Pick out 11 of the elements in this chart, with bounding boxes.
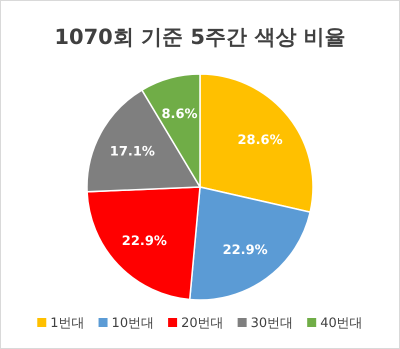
data-label: 17.1% — [110, 144, 155, 160]
data-label: 22.9% — [222, 243, 268, 258]
legend-label: 30번대 — [250, 316, 294, 331]
data-label: 28.6% — [238, 133, 283, 148]
data-label: 22.9% — [122, 234, 167, 249]
data-label: 8.6% — [161, 106, 198, 122]
chart-title: 1070회 기준 5주간 색상 비율 — [54, 25, 346, 49]
legend-label: 20번대 — [181, 316, 224, 331]
legend-label: 40번대 — [320, 316, 363, 331]
legend-label: 1번대 — [50, 316, 85, 331]
legend-label: 10번대 — [112, 316, 154, 331]
